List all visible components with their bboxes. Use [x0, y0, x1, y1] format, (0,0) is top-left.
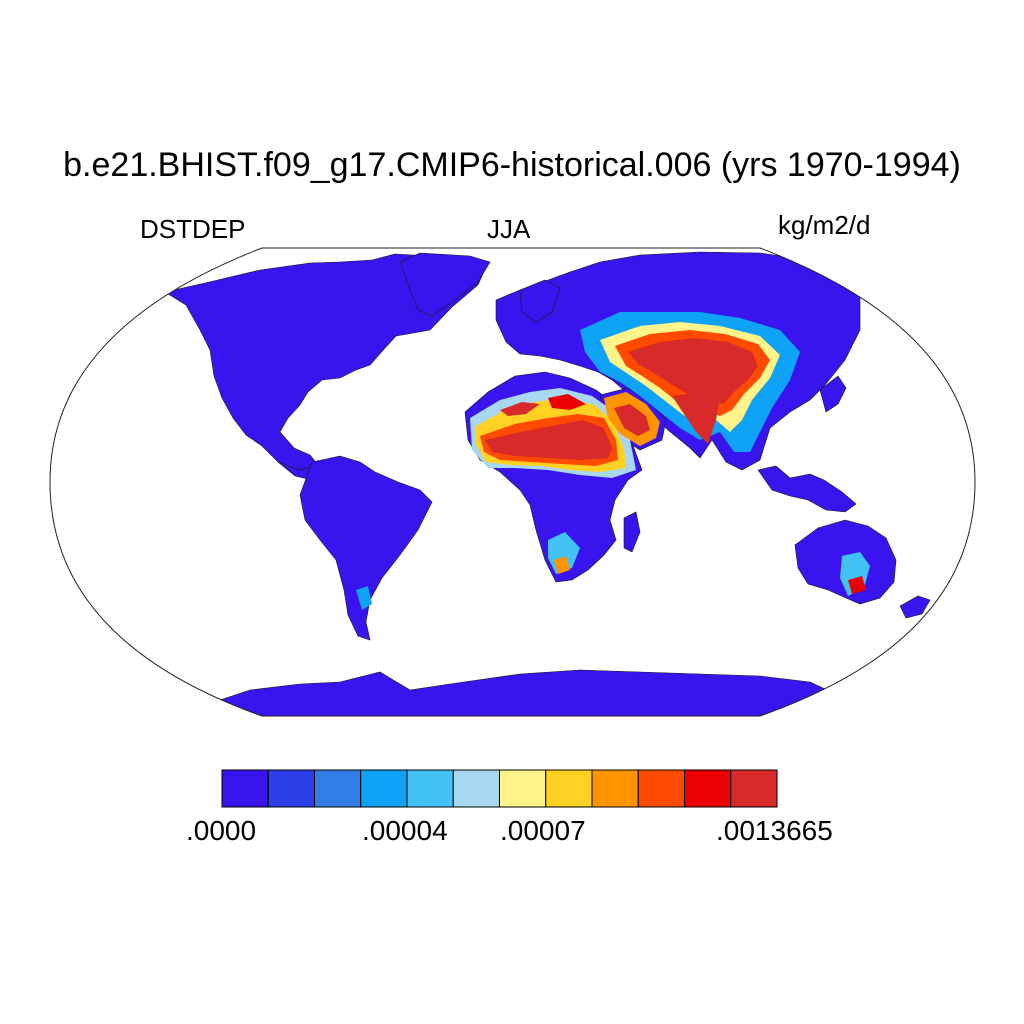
minor-hotspots: [356, 532, 870, 610]
colorbar-box: [406, 769, 454, 808]
arabia-hotspot: [604, 392, 660, 446]
new-zealand: [899, 595, 931, 619]
madagascar: [623, 511, 641, 553]
scandinavia: [519, 279, 561, 323]
colorbar-box: [591, 769, 639, 808]
colorbar-box: [684, 769, 732, 808]
sahara-hotspot: [470, 388, 636, 478]
north-america: [164, 253, 489, 471]
colorbar: [221, 769, 778, 808]
colorbar-box: [452, 769, 500, 808]
colorbar-box: [637, 769, 685, 808]
colorbar-box: [499, 769, 547, 808]
units-label: kg/m2/d: [778, 210, 871, 240]
map-border: [49, 247, 976, 717]
colorbar-box: [314, 769, 362, 808]
colorbar-box: [730, 769, 778, 808]
variable-label: DSTDEP: [140, 214, 246, 244]
colorbar-label-2: .00007: [500, 815, 586, 846]
season-label: JJA: [487, 214, 531, 244]
colorbar-box: [545, 769, 593, 808]
japan: [819, 375, 847, 413]
plot-title: b.e21.BHIST.f09_g17.CMIP6-historical.006…: [63, 146, 961, 184]
antarctica: [204, 669, 851, 716]
asia-hotspot: [580, 312, 800, 452]
colorbar-box: [360, 769, 408, 808]
greenland: [399, 252, 491, 317]
colorbar-label-1: .00004: [362, 815, 448, 846]
colorbar-label-3: .0013665: [716, 815, 833, 846]
colorbar-label-0: .0000: [186, 815, 257, 846]
colorbar-box: [267, 769, 315, 808]
southeast-asia-islands: [757, 465, 857, 513]
colorbar-box: [221, 769, 269, 808]
